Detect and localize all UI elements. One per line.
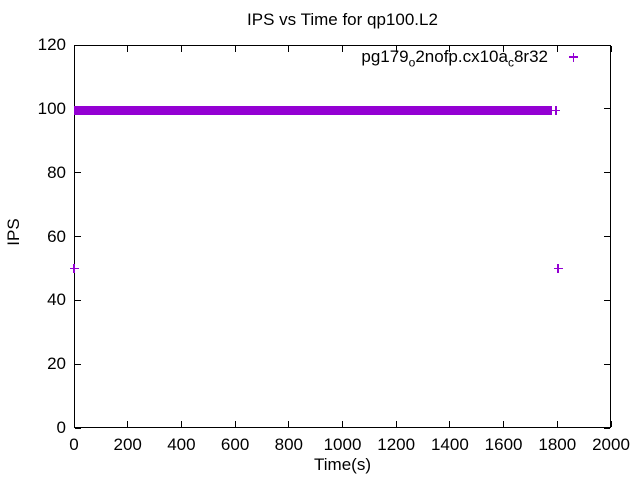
y-tick-label: 80 xyxy=(47,162,66,182)
x-tick-label: 1000 xyxy=(323,435,362,454)
x-tick-mirror xyxy=(556,46,558,52)
x-tick xyxy=(503,421,505,427)
y-tick-label: 40 xyxy=(47,290,66,310)
legend-series-label: pg179o2nofp.cx10ac8r32 xyxy=(361,47,548,70)
x-tick-label: 2000 xyxy=(592,435,630,454)
data-point-marker xyxy=(551,105,561,115)
x-tick-mirror xyxy=(503,46,505,52)
x-tick-mirror xyxy=(342,46,343,52)
x-tick xyxy=(234,421,236,427)
x-tick-label: 0 xyxy=(69,435,79,454)
x-tick-mirror xyxy=(288,46,290,52)
x-tick xyxy=(449,421,451,427)
y-tick-label: 100 xyxy=(37,98,66,118)
y-tick xyxy=(75,236,81,237)
legend-plus-marker-icon xyxy=(569,52,578,62)
y-tick-mirror xyxy=(604,172,610,174)
series-dense-band xyxy=(74,105,552,116)
x-tick xyxy=(180,421,182,427)
y-tick xyxy=(75,44,81,46)
x-tick xyxy=(127,421,129,427)
x-tick-mirror xyxy=(395,46,397,52)
x-tick xyxy=(556,421,558,427)
y-tick-mirror xyxy=(604,236,610,237)
x-tick xyxy=(342,421,343,427)
x-tick-label: 600 xyxy=(220,435,250,454)
x-tick xyxy=(73,421,75,427)
y-tick-label: 120 xyxy=(37,35,66,54)
x-tick xyxy=(395,421,397,427)
x-tick-label: 1800 xyxy=(538,435,577,454)
y-tick xyxy=(75,363,81,365)
x-tick-mirror xyxy=(127,46,129,52)
y-tick-label: 60 xyxy=(47,226,66,246)
y-tick-label: 0 xyxy=(56,418,66,437)
y-tick-mirror xyxy=(604,44,610,46)
y-tick-mirror xyxy=(604,299,610,301)
y-tick xyxy=(75,172,81,174)
y-tick-mirror xyxy=(604,427,610,429)
y-tick-label: 20 xyxy=(47,354,66,374)
data-point-marker xyxy=(69,263,79,273)
x-tick-label: 400 xyxy=(167,435,196,454)
x-tick xyxy=(610,421,612,427)
x-tick-mirror xyxy=(449,46,451,52)
data-point-marker xyxy=(553,263,563,273)
x-tick-label: 1600 xyxy=(484,435,523,454)
x-tick-label: 1200 xyxy=(377,435,416,454)
x-tick-label: 200 xyxy=(113,435,142,454)
legend: pg179o2nofp.cx10ac8r32 xyxy=(361,46,578,68)
y-tick-mirror xyxy=(604,108,610,110)
plot-frame xyxy=(74,45,611,428)
y-tick xyxy=(75,299,81,301)
x-tick-label: 800 xyxy=(274,435,303,454)
x-tick-mirror xyxy=(73,46,75,52)
y-tick-mirror xyxy=(604,363,610,365)
x-axis-label: Time(s) xyxy=(314,455,371,474)
x-tick-label: 1400 xyxy=(430,435,469,454)
x-tick-mirror xyxy=(610,46,612,52)
x-tick xyxy=(288,421,290,427)
x-tick-mirror xyxy=(234,46,236,52)
x-tick-mirror xyxy=(180,46,182,52)
chart-title: IPS vs Time for qp100.L2 xyxy=(247,10,438,29)
y-tick xyxy=(75,427,81,429)
